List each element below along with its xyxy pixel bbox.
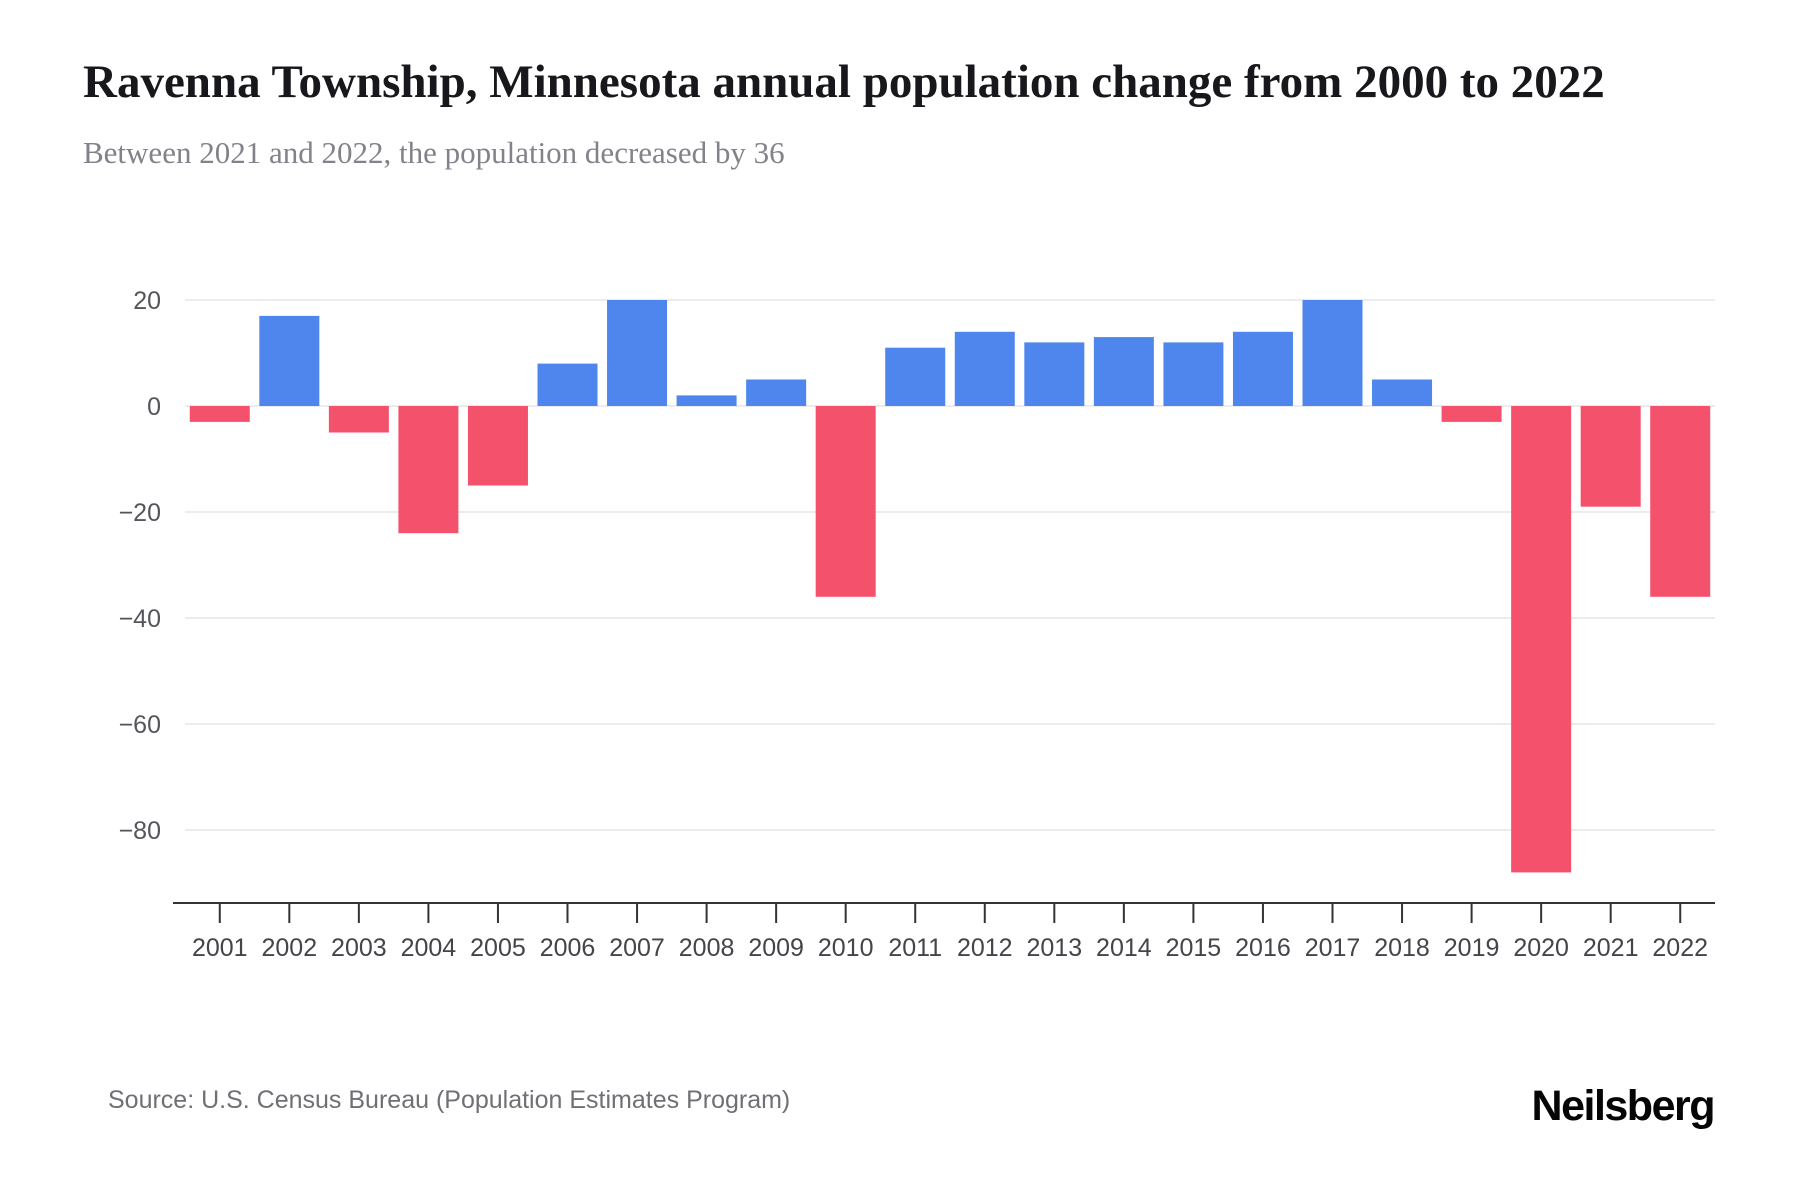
bar-2020[interactable]	[1511, 406, 1572, 873]
neilsberg-logo: Neilsberg	[1531, 1082, 1716, 1130]
x-tick-label: 2015	[1166, 934, 1222, 962]
bar-2004[interactable]	[398, 406, 459, 534]
x-tick-label: 2016	[1235, 934, 1291, 962]
x-tick-label: 2002	[262, 934, 318, 962]
x-tick-label: 2018	[1374, 934, 1430, 962]
source-note: Source: U.S. Census Bureau (Population E…	[108, 1086, 791, 1114]
bar-2019[interactable]	[1441, 406, 1502, 422]
x-tick-label: 2008	[679, 934, 735, 962]
bar-2022[interactable]	[1650, 406, 1711, 597]
bar-2011[interactable]	[885, 347, 946, 406]
bar-2017[interactable]	[1302, 300, 1363, 406]
bar-2015[interactable]	[1163, 342, 1224, 406]
chart-title: Ravenna Township, Minnesota annual popul…	[83, 56, 1605, 108]
x-tick-label: 2014	[1096, 934, 1152, 962]
x-tick-label: 2005	[470, 934, 526, 962]
bar-2007[interactable]	[607, 300, 668, 406]
bar-2009[interactable]	[746, 379, 807, 407]
x-tick-label: 2001	[192, 934, 248, 962]
x-tick-label: 2012	[957, 934, 1013, 962]
bar-2006[interactable]	[537, 363, 598, 406]
bar-2008[interactable]	[676, 395, 737, 406]
x-tick-label: 2019	[1444, 934, 1500, 962]
bar-2013[interactable]	[1024, 342, 1085, 406]
x-tick-label: 2006	[540, 934, 596, 962]
bar-2014[interactable]	[1093, 337, 1154, 406]
x-tick-label: 2010	[818, 934, 874, 962]
y-tick-label: −60	[119, 711, 161, 739]
x-tick-label: 2013	[1027, 934, 1083, 962]
bar-2016[interactable]	[1232, 331, 1293, 406]
y-tick-label: −40	[119, 605, 161, 633]
bar-2012[interactable]	[954, 331, 1015, 406]
x-tick-label: 2022	[1652, 934, 1708, 962]
x-tick-label: 2004	[401, 934, 457, 962]
x-tick-label: 2009	[748, 934, 804, 962]
x-tick-label: 2020	[1513, 934, 1569, 962]
y-tick-label: 20	[133, 287, 161, 315]
x-tick-label: 2011	[888, 934, 942, 962]
bar-2003[interactable]	[328, 406, 389, 433]
bar-2018[interactable]	[1372, 379, 1433, 407]
bar-2005[interactable]	[467, 406, 528, 486]
x-tick-label: 2007	[609, 934, 665, 962]
x-tick-label: 2003	[331, 934, 387, 962]
chart-subtitle: Between 2021 and 2022, the population de…	[83, 135, 785, 170]
x-tick-label: 2021	[1583, 934, 1639, 962]
bar-2002[interactable]	[259, 315, 320, 406]
y-tick-label: −80	[119, 817, 161, 845]
y-tick-label: 0	[147, 393, 161, 421]
bar-2001[interactable]	[189, 406, 250, 422]
x-tick-label: 2017	[1305, 934, 1361, 962]
y-tick-label: −20	[119, 499, 161, 527]
bar-2021[interactable]	[1580, 406, 1641, 507]
bar-2010[interactable]	[815, 406, 876, 597]
